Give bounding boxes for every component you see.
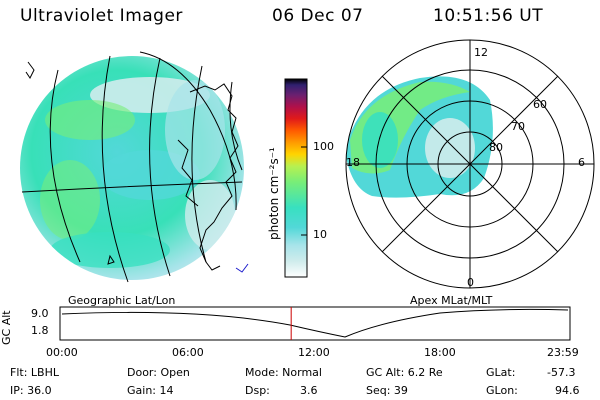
mlt-label-18: 18: [346, 156, 360, 169]
gain-info: Gain: 14: [127, 384, 174, 397]
gc-alt-info: GC Alt: 6.2 Re: [366, 366, 443, 379]
ip-info: IP: 36.0: [10, 384, 52, 397]
time-tick-1800: 18:00: [424, 346, 456, 359]
mlt-label-0: 0: [467, 276, 474, 289]
mlt-label-6: 6: [578, 156, 585, 169]
geographic-map-label: Geographic Lat/Lon: [68, 294, 176, 307]
mlt-label-12: 12: [474, 46, 488, 59]
dsp-value: 3.6: [300, 384, 318, 397]
altitude-tick-low: 1.8: [31, 324, 49, 337]
mlat-label-60: 60: [533, 98, 547, 111]
color-scale-bar: [284, 78, 308, 278]
mode-info: Mode: Normal: [245, 366, 322, 379]
door-info: Door: Open: [127, 366, 190, 379]
time-tick-0600: 06:00: [172, 346, 204, 359]
mlat-label-70: 70: [511, 120, 525, 133]
time-tick-0000: 00:00: [46, 346, 78, 359]
time-tick-2359: 23:59: [547, 346, 579, 359]
mlat-label-80: 80: [489, 141, 503, 154]
altitude-tick-high: 9.0: [31, 307, 49, 320]
observation-date: 06 Dec 07: [272, 6, 364, 26]
glat-value: -57.3: [547, 366, 576, 379]
filter-info: Flt: LBHL: [10, 366, 59, 379]
polar-map-label: Apex MLat/MLT: [410, 294, 493, 307]
glon-value: 94.6: [555, 384, 580, 397]
observation-time: 10:51:56 UT: [433, 6, 544, 26]
glon-label: GLon:: [486, 384, 518, 397]
dsp-label: Dsp:: [245, 384, 270, 397]
colorbar-tick-100: 100: [313, 140, 334, 153]
instrument-title: Ultraviolet Imager: [20, 6, 183, 26]
colorbar-tick-10: 10: [313, 228, 327, 241]
seq-info: Seq: 39: [366, 384, 408, 397]
time-tick-1200: 12:00: [298, 346, 330, 359]
glat-label: GLat:: [486, 366, 516, 379]
